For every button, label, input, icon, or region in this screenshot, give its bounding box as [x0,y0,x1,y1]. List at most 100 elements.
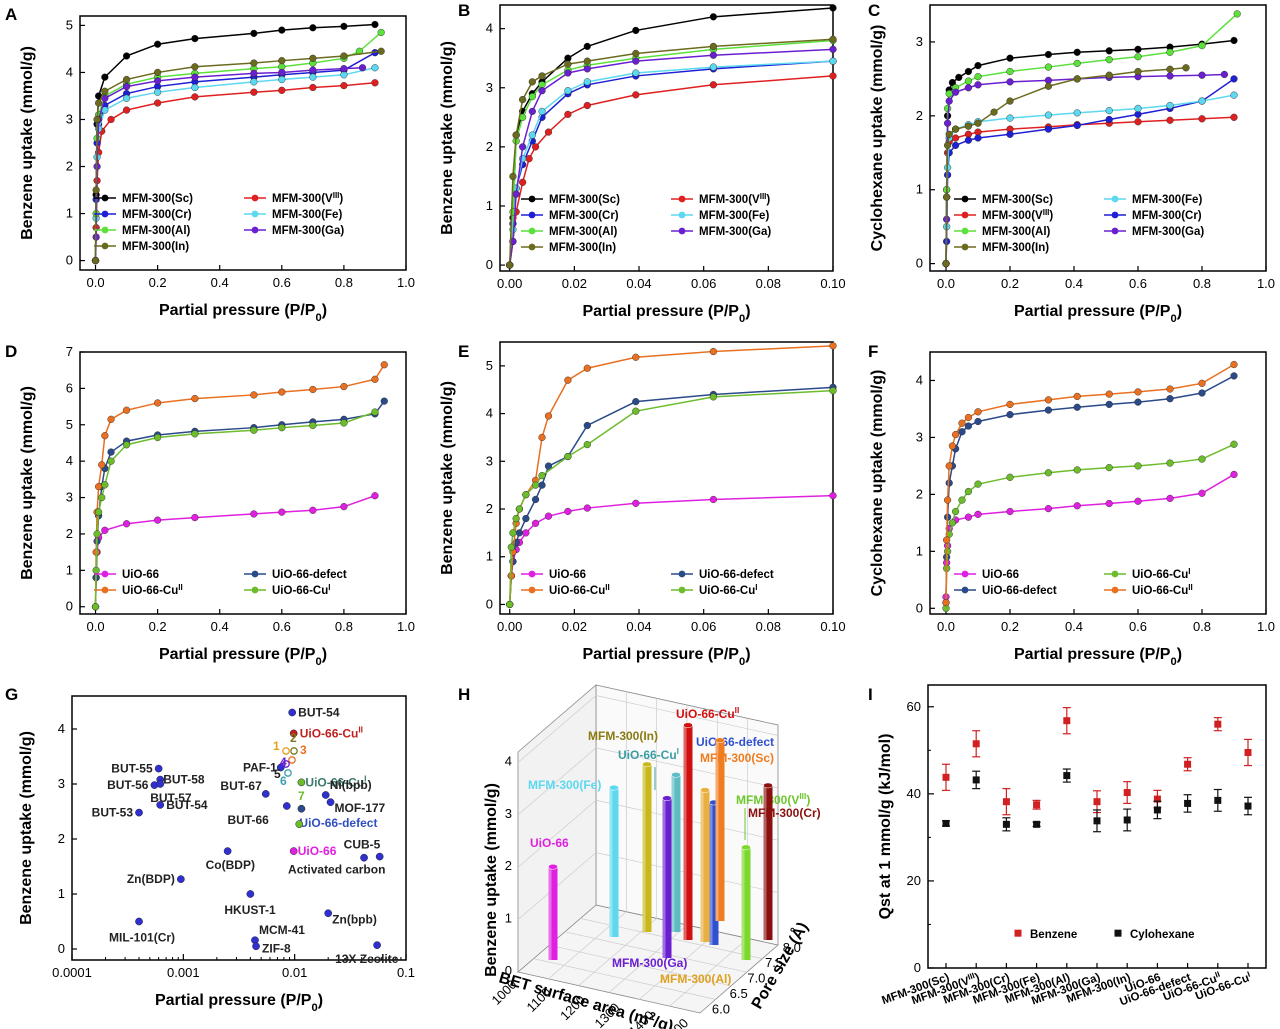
panel-F: 0.0 0.2 0.4 0.6 0.8 1.0 0 1 2 3 4 Partial pressure … [869,351,1275,668]
x-tick-label: 0.2 [1001,619,1019,634]
text-run: Benzene uptake (mmol/g) [19,386,36,580]
text-run: Partial pressure (P/P [582,646,739,663]
data-point [1044,469,1053,477]
bar-top [763,782,773,789]
data-point [278,424,286,432]
data-point [544,412,553,420]
data-point [101,526,109,534]
legend-label: MFM-300(VIII) [699,192,770,207]
text-run: UiO-66-defect [699,569,774,581]
legend-marker [1111,570,1119,578]
data-point [1198,71,1206,79]
data-point [974,480,982,488]
data-point [564,87,572,95]
x-tick-label: 1.0 [397,275,415,290]
data-point [583,65,591,73]
y-tick-label: 3 [66,111,73,126]
y-tick-label: 6.0 [712,1002,730,1017]
data-point [154,433,162,442]
y-tick-label: 0 [916,600,923,615]
scatter-point [135,917,143,926]
data-point [122,106,131,114]
data-point [1044,82,1053,90]
point-label: MOF-177 [335,801,386,815]
point-label: BUT-67 [220,779,262,793]
data-point [538,481,546,489]
text-run: BUT-67 [220,779,262,793]
legend-marker [1111,195,1119,203]
data-point [371,375,379,383]
data-point [1006,114,1014,122]
data-point [531,143,540,151]
legend-marker [1114,929,1122,937]
text-run: MFM-300(Al) [660,972,731,986]
data-point [1198,115,1206,123]
data-point [1134,462,1142,470]
data-point [154,516,162,524]
data-point-Cylohexane [942,819,950,827]
data-point [974,61,982,70]
data-point [250,88,258,96]
point-label: UiO-66 [298,844,337,858]
data-point [371,408,379,416]
text-run: Benzene uptake (mmol/g) [18,731,35,925]
data-point [1044,50,1053,59]
legend-label: Benzene [1030,929,1077,941]
x-tick-label: 0.1 [397,965,415,980]
grid-line [564,931,747,973]
legend-label: UiO-66-CuI [699,583,757,598]
legend-marker [961,195,969,203]
bar-top [609,784,619,791]
text-run: I [1188,567,1190,576]
x-tick-label: 0.6 [273,275,291,290]
y-tick-label: 7.0 [747,971,765,986]
data-point-Cylohexane [1002,820,1010,828]
data-point [519,178,527,186]
data-point [528,131,536,139]
data-point [309,54,317,62]
y-tick-label: 5 [66,17,73,32]
data-point [101,87,109,95]
data-point [95,483,103,491]
panel-letter-A: A [5,5,17,24]
y-axis-label: Benzene uptake (mmol/g) [19,386,36,580]
legend-label: MFM-300(Al) [549,226,618,238]
text-run: I [755,583,757,592]
data-point [583,78,591,86]
cluster-number: 6 [280,774,287,788]
plot-frame [499,4,834,272]
legend-marker [961,586,969,594]
text-run: UiO-66 [530,836,569,850]
text-run: 2 [648,1010,657,1023]
data-point [974,81,982,89]
data-point [943,119,952,127]
data-point [309,506,317,514]
legend-marker [528,211,536,219]
text-run: ) [322,302,327,319]
text-run: ) [745,303,750,320]
data-point [522,491,530,499]
y-tick-label: 6.5 [730,986,748,1001]
legend-marker [101,242,109,250]
text-run: 0 [315,312,321,324]
text-run: III [333,191,340,200]
plot-frame [79,15,407,271]
data-point [974,119,982,127]
legend-marker [528,243,536,251]
data-point [709,495,717,504]
bar-top [642,761,652,768]
bar-highlight [709,802,713,945]
data-point [107,457,115,465]
data-point [1073,403,1081,411]
scatter-point [375,852,384,861]
x-tick-label: 0.001 [167,965,200,980]
data-point [98,493,106,502]
grid-line [517,695,597,763]
data-point [951,88,960,96]
data-point [250,29,258,38]
panel-letter-F: F [868,342,878,361]
y-tick-label: 1 [916,543,923,558]
y-tick-label: 8.0 [783,940,801,955]
data-point [964,67,973,76]
text-run: MFM-300(Sc) [122,193,193,205]
